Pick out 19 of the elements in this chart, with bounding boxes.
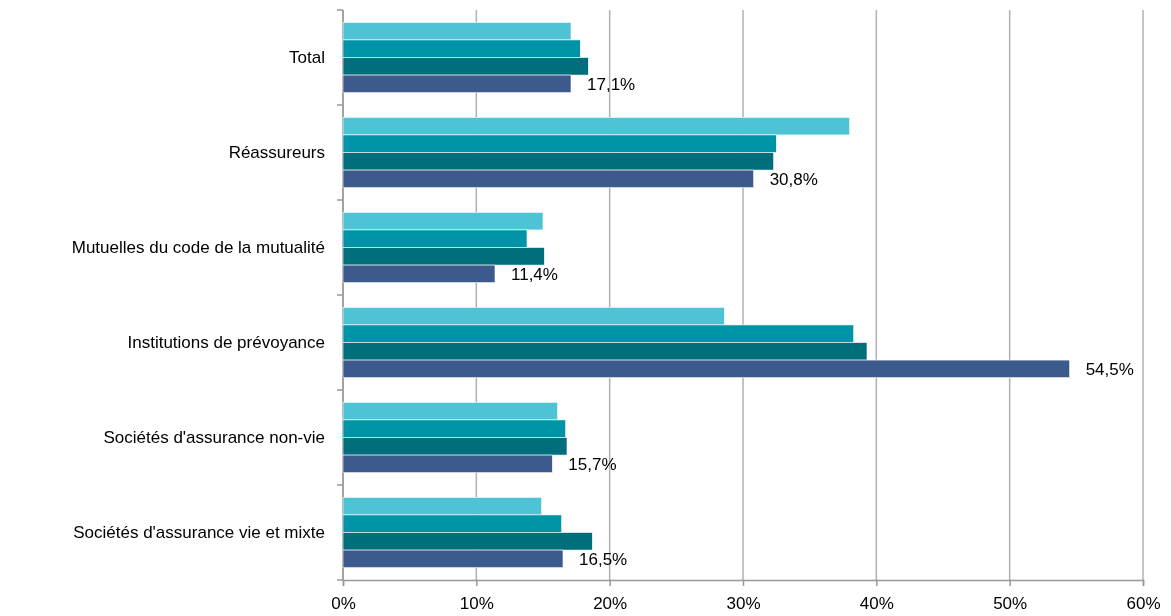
- x-tick-label: 40%: [859, 594, 894, 614]
- data-label: 17,1%: [587, 74, 636, 94]
- data-label: 30,8%: [769, 169, 818, 189]
- y-tick-label: Mutuelles du code de la mutualité: [71, 238, 325, 258]
- y-tick-label: Total: [289, 48, 325, 68]
- y-tick-label: Institutions de prévoyance: [127, 333, 325, 353]
- x-tick-label: 20%: [593, 594, 628, 614]
- x-tick-label: 50%: [993, 594, 1028, 614]
- x-tick-label: 0%: [331, 594, 356, 614]
- y-tick-label: Sociétés d'assurance vie et mixte: [73, 523, 325, 543]
- x-tick-label: 30%: [726, 594, 761, 614]
- data-label: 16,5%: [579, 549, 628, 569]
- data-label: 15,7%: [568, 454, 617, 474]
- data-label: 11,4%: [511, 264, 558, 284]
- x-tick-label: 10%: [459, 594, 494, 614]
- x-tick-label: 60%: [1126, 594, 1161, 614]
- y-tick-label: Réassureurs: [228, 143, 325, 163]
- y-tick-label: Sociétés d'assurance non-vie: [103, 428, 325, 448]
- data-label: 54,5%: [1085, 359, 1134, 379]
